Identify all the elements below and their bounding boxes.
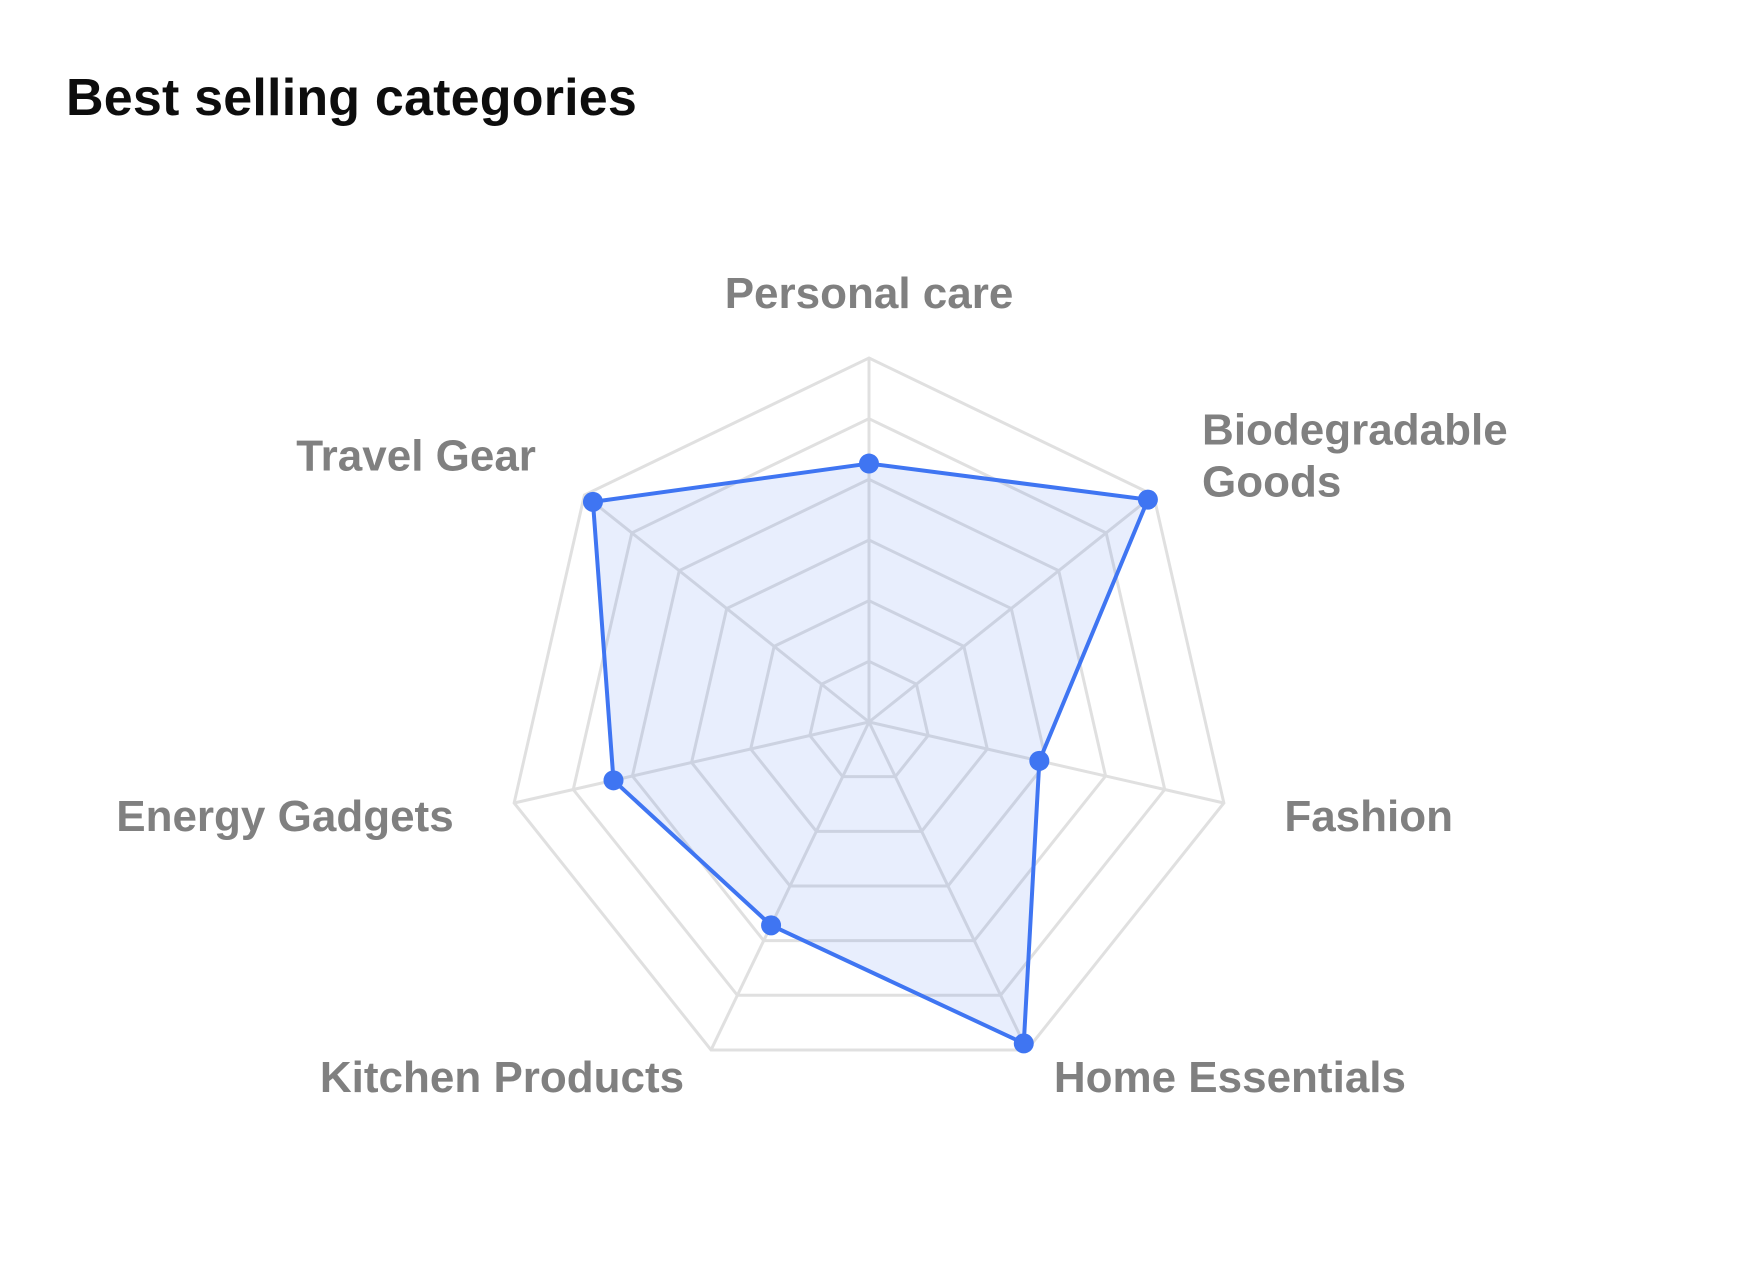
axis-label-line: Personal care <box>725 269 1014 318</box>
data-point-home-essentials <box>1013 1033 1034 1054</box>
grid-ring-1 <box>808 659 930 779</box>
chart-title: Best selling categories <box>66 69 638 127</box>
axis-labels: Personal care Biodegradable Goods Fashion Ho… <box>116 269 1507 1102</box>
grid-spoke-5 <box>709 721 871 1051</box>
axis-label-line: Fashion <box>1284 792 1453 841</box>
grid-spoke-6 <box>513 720 870 805</box>
grid-ring-4 <box>630 477 1108 943</box>
data-point-fashion <box>1029 750 1050 771</box>
axis-label-home-essentials: Home Essentials <box>1054 1053 1406 1102</box>
data-point-personal-care <box>859 453 879 474</box>
data-point-kitchen-products <box>761 915 782 936</box>
axis-label-fashion: Fashion <box>1284 792 1453 841</box>
axis-label-line: Kitchen Products <box>320 1053 684 1102</box>
axis-label-energy-gadgets: Energy Gadgets <box>116 792 453 841</box>
radar-grid <box>512 356 1226 1052</box>
grid-ring-6 <box>512 356 1226 1052</box>
axis-label-personal-care: Personal care <box>725 269 1014 318</box>
axis-label-line: Energy Gadgets <box>116 792 453 841</box>
axis-label-biodegradable-goods: Biodegradable Goods <box>1202 405 1508 506</box>
axis-label-line: Biodegradable <box>1202 405 1508 454</box>
data-point-energy-gadgets <box>603 770 624 791</box>
data-point-biodegradable-goods <box>1137 489 1158 510</box>
grid-ring-2 <box>749 599 989 833</box>
grid-ring-3 <box>689 538 1049 888</box>
axis-label-line: Home Essentials <box>1054 1053 1406 1102</box>
axis-label-travel-gear: Travel Gear <box>296 431 536 480</box>
series-area <box>590 461 1150 1046</box>
grid-spoke-4 <box>867 721 1029 1051</box>
radar-series <box>582 453 1158 1054</box>
data-point-travel-gear <box>582 491 603 512</box>
grid-spoke-7 <box>583 493 870 724</box>
axis-label-line: Goods <box>1202 457 1341 506</box>
axis-label-line: Travel Gear <box>296 431 536 480</box>
axis-label-kitchen-products: Kitchen Products <box>320 1053 684 1102</box>
grid-spoke-2 <box>868 493 1155 724</box>
